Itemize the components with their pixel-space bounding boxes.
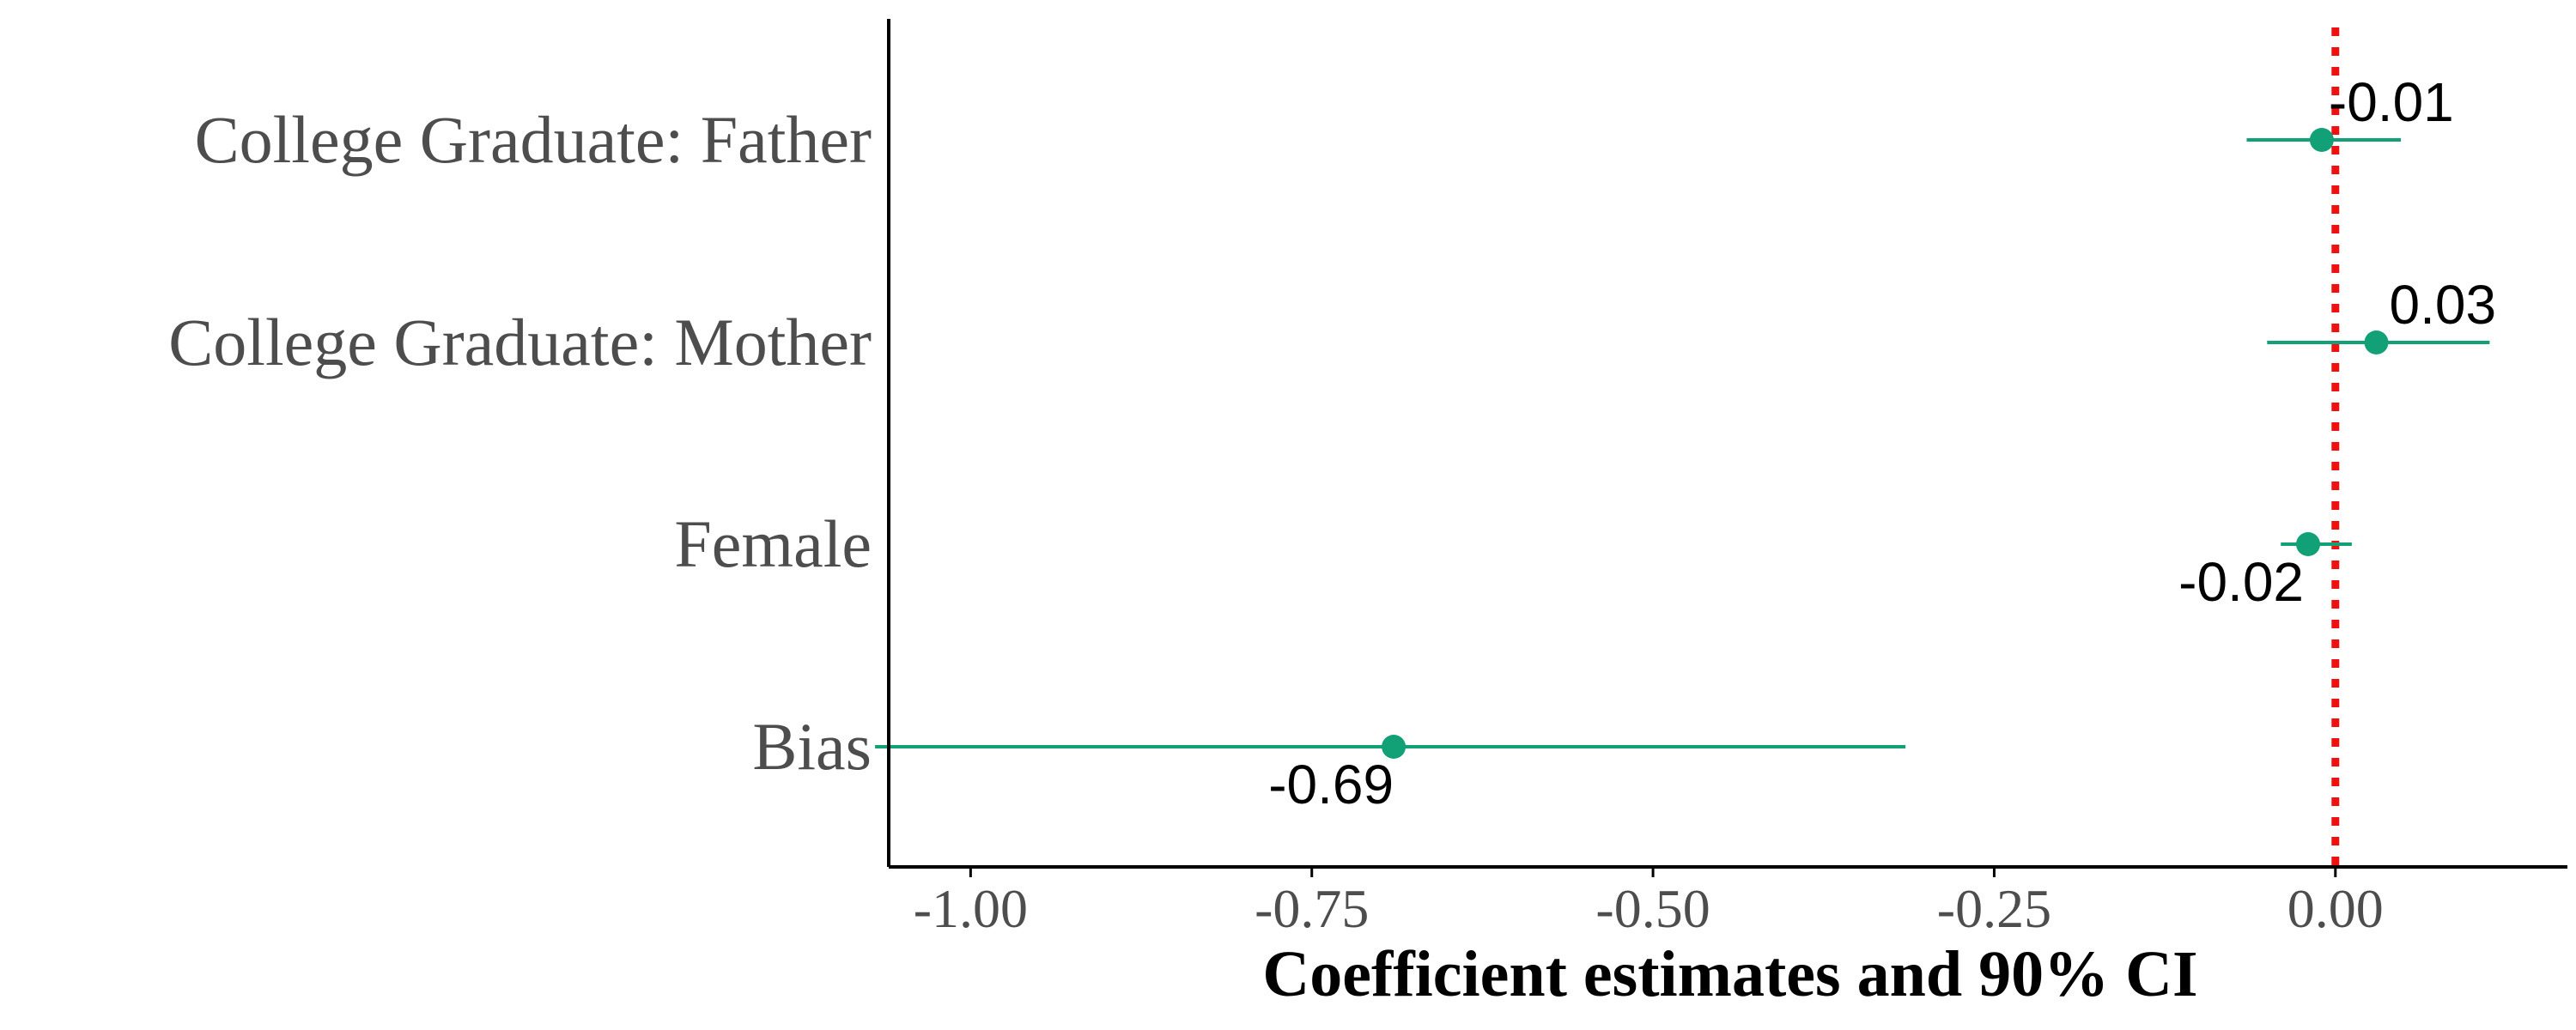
estimate-label: -0.02 <box>2178 551 2304 613</box>
estimate-point <box>1382 735 1406 759</box>
estimate-point <box>2364 330 2389 354</box>
axes-layer <box>887 19 2567 877</box>
category-label: College Graduate: Mother <box>168 305 872 379</box>
x-tick-label: 0.00 <box>2287 878 2384 939</box>
estimate-point <box>2296 532 2321 556</box>
category-label: Bias <box>752 709 872 784</box>
estimate-point <box>2309 128 2334 152</box>
labels-layer: -1.00 -0.75 -0.50 -0.25 0.00 College Graduate… <box>168 71 2496 939</box>
x-tick-label: -1.00 <box>914 878 1028 939</box>
x-tick-label: -0.75 <box>1255 878 1369 939</box>
estimate-label: 0.03 <box>2389 274 2496 336</box>
category-label: Female <box>674 506 872 581</box>
marks-layer <box>875 128 2490 759</box>
x-tick-label: -0.50 <box>1595 878 1710 939</box>
x-tick-label: -0.25 <box>1937 878 2051 939</box>
category-label: College Graduate: Father <box>195 102 872 177</box>
estimate-label: -0.01 <box>2329 71 2454 133</box>
x-axis-title: Coefficient estimates and 90% CI <box>1262 938 2197 1010</box>
estimate-label: -0.69 <box>1268 754 1394 815</box>
